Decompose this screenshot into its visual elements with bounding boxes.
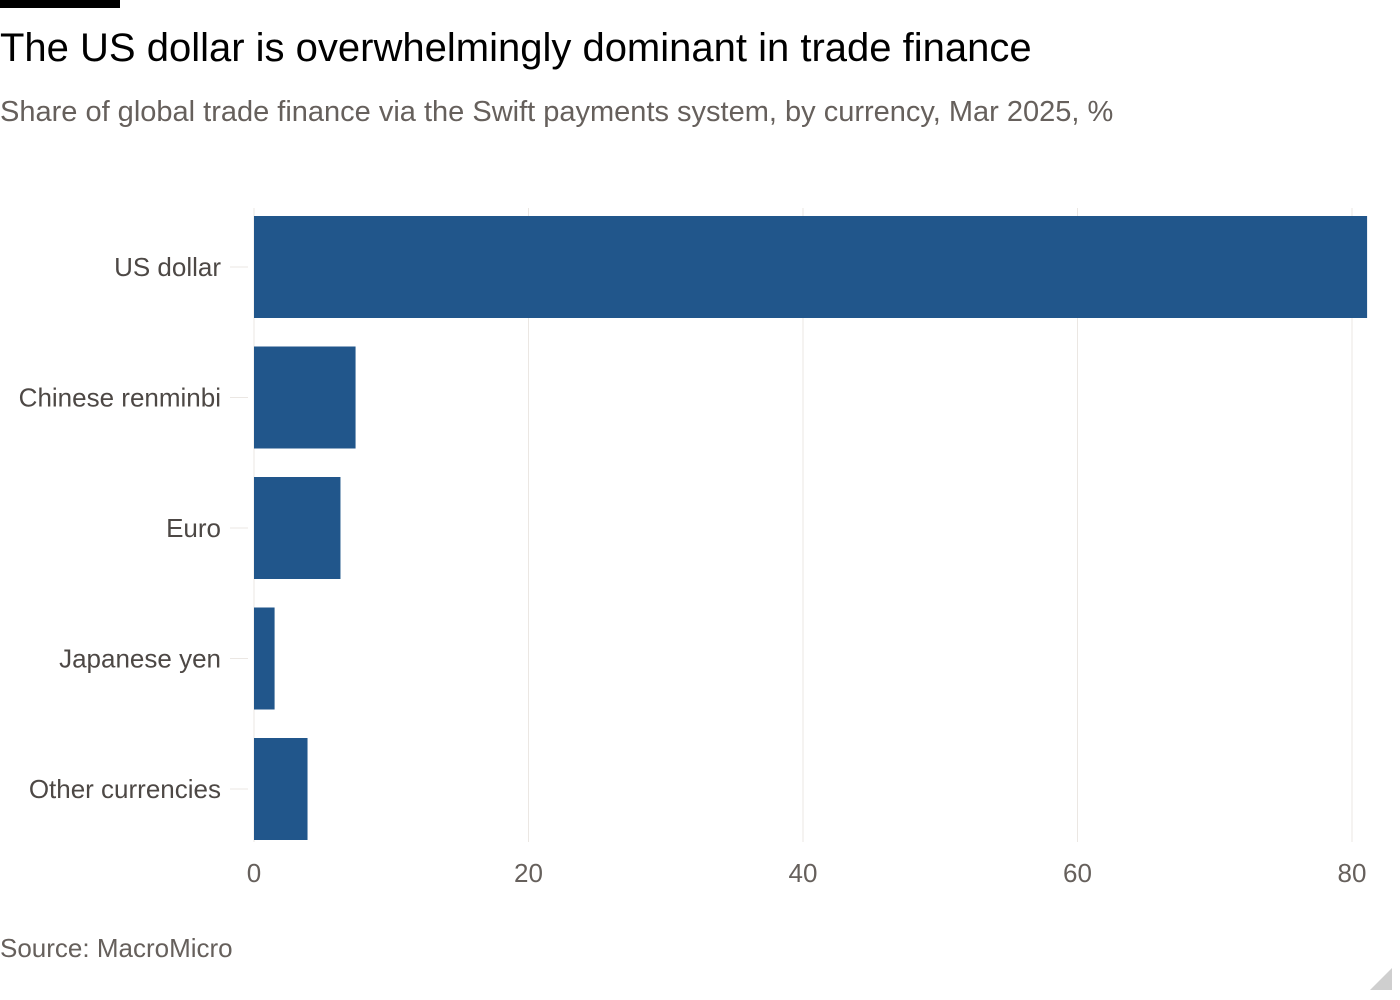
category-labels: US dollar Chinese renminbi Euro Japanese ye… bbox=[19, 252, 222, 804]
x-tick-label-60: 60 bbox=[1063, 858, 1092, 888]
bar-us-dollar bbox=[254, 216, 1368, 318]
chart-subtitle: Share of global trade finance via the Sw… bbox=[0, 96, 1114, 128]
x-axis-tick-labels: 0 20 40 60 80 bbox=[247, 858, 1367, 888]
top-accent-bar bbox=[0, 0, 120, 8]
bars bbox=[254, 216, 1368, 840]
x-tick-label-0: 0 bbox=[247, 858, 261, 888]
bar-euro bbox=[254, 477, 341, 579]
category-label-japanese-yen: Japanese yen bbox=[59, 644, 221, 674]
category-label-other-currencies: Other currencies bbox=[29, 774, 221, 804]
x-tick-label-20: 20 bbox=[514, 858, 543, 888]
bar-japanese-yen bbox=[254, 607, 275, 710]
source-note: Source: MacroMicro bbox=[0, 933, 233, 963]
category-label-chinese-renminbi: Chinese renminbi bbox=[19, 383, 221, 413]
bar-other-currencies bbox=[254, 738, 308, 840]
category-label-us-dollar: US dollar bbox=[114, 252, 221, 282]
bar-chinese-renminbi bbox=[254, 346, 356, 449]
corner-fold-mark bbox=[1370, 968, 1392, 990]
category-tick-marks bbox=[230, 266, 248, 790]
chart-title: The US dollar is overwhelmingly dominant… bbox=[0, 26, 1032, 70]
category-label-euro: Euro bbox=[166, 513, 221, 543]
x-tick-label-40: 40 bbox=[789, 858, 818, 888]
x-tick-label-80: 80 bbox=[1338, 858, 1367, 888]
